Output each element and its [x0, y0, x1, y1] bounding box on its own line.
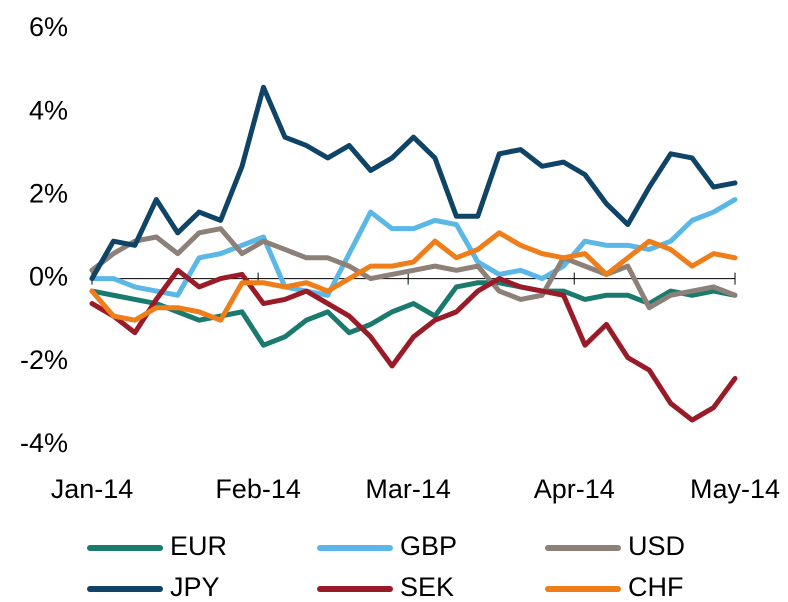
y-tick-label: -2% — [20, 345, 68, 375]
y-tick-label: 0% — [29, 262, 68, 292]
legend-label: SEK — [400, 572, 454, 602]
series-line — [89, 84, 738, 282]
legend-label: JPY — [170, 572, 220, 602]
y-tick-label: 2% — [29, 179, 68, 209]
legend-label: GBP — [400, 531, 457, 561]
series-line — [89, 226, 738, 311]
series-line — [89, 280, 738, 348]
x-tick-label: May-14 — [690, 474, 780, 504]
y-tick-label: 6% — [29, 12, 68, 42]
x-tick-label: Feb-14 — [215, 474, 301, 504]
series-line — [89, 267, 738, 423]
series-line — [89, 197, 738, 298]
y-tick-label: -4% — [20, 428, 68, 458]
legend-label: EUR — [170, 531, 227, 561]
y-tick-label: 4% — [29, 95, 68, 125]
x-tick-label: Apr-14 — [534, 474, 615, 504]
legend-label: CHF — [628, 572, 684, 602]
series-line — [89, 230, 738, 323]
x-tick-label: Jan-14 — [51, 474, 134, 504]
legend-label: USD — [628, 531, 685, 561]
x-tick-label: Mar-14 — [365, 474, 451, 504]
